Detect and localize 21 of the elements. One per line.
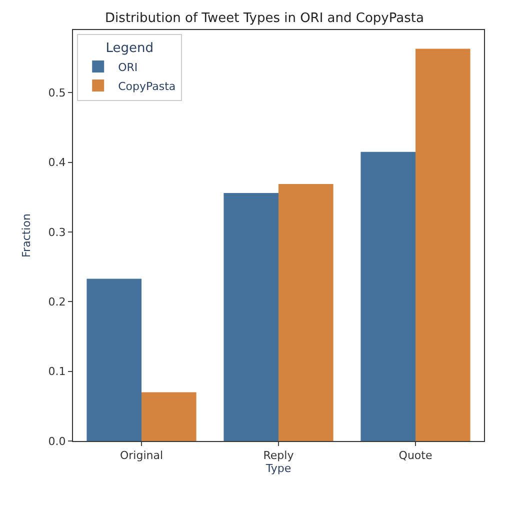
- legend-title: Legend: [106, 41, 154, 56]
- legend-label: ORI: [118, 60, 138, 74]
- x-tick-label: Reply: [263, 449, 294, 462]
- x-tick-label: Quote: [398, 449, 432, 462]
- y-tick-label: 0.1: [48, 365, 66, 378]
- y-tick-label: 0.0: [48, 434, 66, 448]
- bar: [86, 278, 142, 441]
- x-tick-label: Original: [120, 449, 164, 462]
- y-tick-label: 0.3: [48, 226, 66, 239]
- legend-label: CopyPasta: [118, 80, 176, 93]
- y-axis-title: Fraction: [20, 214, 33, 258]
- bar: [224, 193, 278, 441]
- bar: [278, 184, 334, 441]
- y-tick-label: 0.2: [48, 296, 66, 309]
- bar: [142, 392, 196, 441]
- bar: [360, 152, 416, 441]
- bar: [416, 48, 470, 441]
- y-tick-label: 0.5: [48, 86, 66, 100]
- y-tick-label: 0.4: [48, 156, 66, 170]
- chart-title: Distribution of Tweet Types in ORI and CopyPasta: [105, 10, 424, 26]
- x-axis-title: Type: [264, 462, 292, 476]
